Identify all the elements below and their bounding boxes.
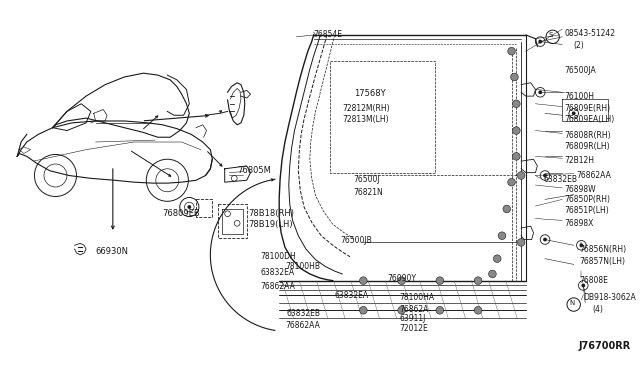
Circle shape xyxy=(498,232,506,240)
Text: (4): (4) xyxy=(593,305,604,314)
Text: 76857N(LH): 76857N(LH) xyxy=(579,257,625,266)
Circle shape xyxy=(398,307,405,314)
Text: 72B12H: 72B12H xyxy=(564,156,594,166)
Text: 76808R(RH): 76808R(RH) xyxy=(564,131,611,140)
Text: 76809EB: 76809EB xyxy=(163,209,200,218)
Text: 78B18(RH): 78B18(RH) xyxy=(248,209,294,218)
Circle shape xyxy=(360,277,367,285)
Circle shape xyxy=(508,47,515,55)
Text: 76854E: 76854E xyxy=(314,30,342,39)
Text: 63911J: 63911J xyxy=(399,314,426,323)
Circle shape xyxy=(513,127,520,134)
Text: 78100DH: 78100DH xyxy=(260,252,296,261)
Circle shape xyxy=(511,73,518,81)
Text: 76862AA: 76862AA xyxy=(577,171,611,180)
Text: 76862AA: 76862AA xyxy=(285,321,320,330)
Text: 76851P(LH): 76851P(LH) xyxy=(564,206,609,215)
Circle shape xyxy=(508,178,515,186)
Circle shape xyxy=(517,238,525,246)
Circle shape xyxy=(398,277,405,285)
Text: 78B19(LH): 78B19(LH) xyxy=(248,221,293,230)
Text: J76700RR: J76700RR xyxy=(579,341,631,351)
Text: 17568Y: 17568Y xyxy=(354,89,385,99)
Circle shape xyxy=(188,205,191,209)
Text: 76500JB: 76500JB xyxy=(340,236,372,245)
Text: 76090Y: 76090Y xyxy=(387,274,416,283)
Text: 63832EA: 63832EA xyxy=(260,268,294,277)
Circle shape xyxy=(436,277,444,285)
Text: 76856N(RH): 76856N(RH) xyxy=(579,245,627,254)
Text: 63832EA: 63832EA xyxy=(335,291,369,300)
Circle shape xyxy=(581,283,585,287)
Text: 08543-51242: 08543-51242 xyxy=(564,29,615,38)
Text: (2): (2) xyxy=(573,41,584,49)
Text: 76821N: 76821N xyxy=(354,188,383,197)
Text: S: S xyxy=(548,32,553,38)
Text: 76862AA: 76862AA xyxy=(260,282,295,291)
Text: 76500J: 76500J xyxy=(354,176,380,185)
Text: 76850P(RH): 76850P(RH) xyxy=(564,195,610,203)
Text: 78100HA: 78100HA xyxy=(399,293,435,302)
Circle shape xyxy=(503,205,511,213)
Circle shape xyxy=(543,174,547,177)
Text: 63832EB: 63832EB xyxy=(543,176,577,185)
Circle shape xyxy=(474,307,482,314)
Text: 76898W: 76898W xyxy=(564,185,596,194)
Circle shape xyxy=(538,90,542,94)
Circle shape xyxy=(474,277,482,285)
Text: 76898X: 76898X xyxy=(564,218,593,228)
Text: 66930N: 66930N xyxy=(95,247,129,256)
Text: 72812M(RH): 72812M(RH) xyxy=(342,104,390,113)
Text: 72012E: 72012E xyxy=(399,324,428,333)
Circle shape xyxy=(572,112,575,115)
Text: DB918-3062A: DB918-3062A xyxy=(583,293,636,302)
Circle shape xyxy=(360,307,367,314)
Circle shape xyxy=(513,153,520,160)
Text: 76805M: 76805M xyxy=(237,166,271,175)
Circle shape xyxy=(543,238,547,241)
Text: 72813M(LH): 72813M(LH) xyxy=(342,115,389,124)
Circle shape xyxy=(488,270,496,278)
Text: 76862A: 76862A xyxy=(399,305,429,314)
Circle shape xyxy=(517,171,525,179)
Circle shape xyxy=(579,243,583,247)
Circle shape xyxy=(493,255,501,263)
Text: N: N xyxy=(569,300,575,306)
Circle shape xyxy=(538,40,542,44)
Circle shape xyxy=(513,100,520,108)
Text: 76500JA: 76500JA xyxy=(564,65,596,74)
Text: 76100H: 76100H xyxy=(564,92,594,101)
Text: 76809EA(LH): 76809EA(LH) xyxy=(564,115,614,124)
Circle shape xyxy=(436,307,444,314)
Text: 76809R(LH): 76809R(LH) xyxy=(564,142,610,151)
Text: 76809E(RH): 76809E(RH) xyxy=(564,104,611,113)
Text: 78100HB: 78100HB xyxy=(285,262,320,270)
Text: 76808E: 76808E xyxy=(579,276,608,285)
Text: 63832EB: 63832EB xyxy=(287,310,321,318)
